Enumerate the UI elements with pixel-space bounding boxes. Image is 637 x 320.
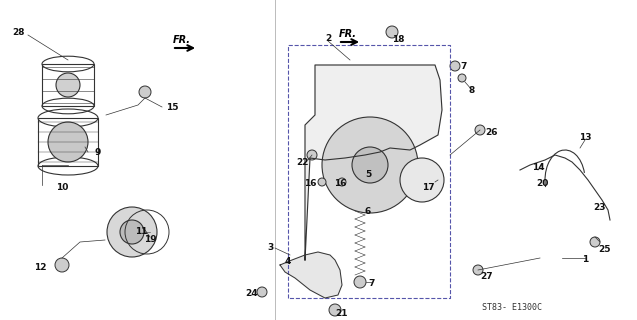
Circle shape <box>352 147 388 183</box>
Circle shape <box>400 158 444 202</box>
Circle shape <box>473 265 483 275</box>
Text: 21: 21 <box>335 309 348 318</box>
Text: 18: 18 <box>392 35 404 44</box>
Circle shape <box>307 150 317 160</box>
Circle shape <box>257 287 267 297</box>
Text: FR.: FR. <box>173 35 191 45</box>
Circle shape <box>338 178 346 186</box>
Text: 11: 11 <box>135 228 148 236</box>
Circle shape <box>590 237 600 247</box>
Circle shape <box>55 258 69 272</box>
Text: 3: 3 <box>267 244 273 252</box>
Text: 13: 13 <box>579 132 591 141</box>
Bar <box>38 118 98 166</box>
Text: 7: 7 <box>460 61 466 70</box>
Text: 2: 2 <box>325 34 331 43</box>
Text: 16: 16 <box>304 180 316 188</box>
Text: 24: 24 <box>245 290 258 299</box>
Circle shape <box>475 125 485 135</box>
Circle shape <box>458 74 466 82</box>
Circle shape <box>450 61 460 71</box>
Text: 16: 16 <box>334 180 347 188</box>
Circle shape <box>386 26 398 38</box>
Circle shape <box>329 304 341 316</box>
Text: 5: 5 <box>365 170 371 179</box>
Circle shape <box>322 117 418 213</box>
Polygon shape <box>305 65 442 260</box>
Text: 19: 19 <box>144 236 156 244</box>
Text: 12: 12 <box>34 262 47 271</box>
Text: 15: 15 <box>166 102 178 111</box>
Text: 10: 10 <box>56 182 68 191</box>
Bar <box>42 64 94 106</box>
Text: 6: 6 <box>365 207 371 217</box>
Text: 27: 27 <box>480 272 492 281</box>
Text: 23: 23 <box>594 203 606 212</box>
Text: 25: 25 <box>599 245 612 254</box>
Text: 22: 22 <box>296 157 308 166</box>
Text: 17: 17 <box>422 182 434 191</box>
Circle shape <box>107 207 157 257</box>
Circle shape <box>354 276 366 288</box>
Circle shape <box>56 73 80 97</box>
Text: 26: 26 <box>485 127 497 137</box>
Text: 4: 4 <box>285 258 291 267</box>
Text: FR.: FR. <box>339 29 357 39</box>
Text: ST83- E1300C: ST83- E1300C <box>482 303 542 313</box>
Text: 14: 14 <box>532 163 544 172</box>
Text: 28: 28 <box>11 28 24 36</box>
Text: 7: 7 <box>369 279 375 289</box>
Circle shape <box>139 86 151 98</box>
Text: 20: 20 <box>536 180 548 188</box>
Text: 8: 8 <box>469 85 475 94</box>
Text: 1: 1 <box>582 255 588 265</box>
Polygon shape <box>280 252 342 298</box>
Circle shape <box>48 122 88 162</box>
Circle shape <box>318 178 326 186</box>
Circle shape <box>120 220 144 244</box>
Text: 9: 9 <box>95 148 101 156</box>
